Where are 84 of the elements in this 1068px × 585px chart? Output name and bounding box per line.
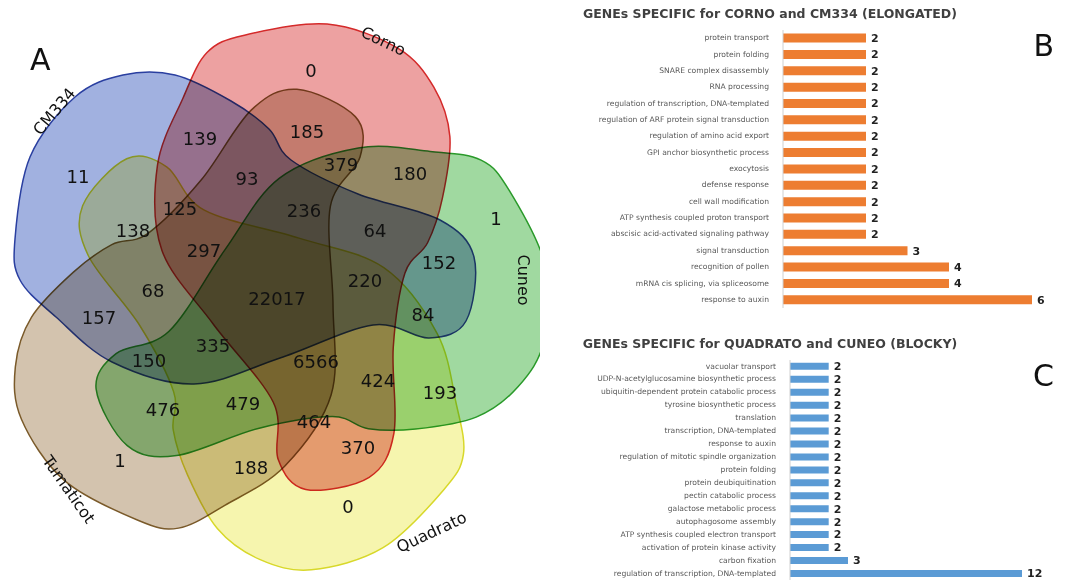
text: C	[1033, 358, 1054, 393]
data-label: 2	[833, 450, 842, 464]
data-label: 2	[833, 476, 842, 490]
data-label: 2	[833, 502, 842, 516]
bar	[783, 197, 866, 207]
data-label: 4	[954, 277, 962, 291]
text: 93	[235, 168, 259, 189]
bar	[783, 164, 866, 174]
data-label: 2	[833, 373, 842, 387]
text: 0	[305, 60, 317, 81]
text: 11	[66, 166, 90, 187]
text: 6566	[293, 351, 339, 372]
data-label: 2	[871, 81, 879, 95]
data-label: 2	[833, 360, 842, 374]
bar	[783, 229, 866, 239]
text: 0	[342, 496, 354, 517]
data-label: 2	[833, 528, 842, 542]
bar	[783, 246, 908, 256]
data-label: 12	[1027, 567, 1043, 581]
text: 370	[340, 437, 376, 458]
bar	[783, 295, 1032, 305]
bar	[783, 148, 866, 158]
text: 64	[363, 220, 387, 241]
text: 188	[233, 457, 269, 478]
data-label: 2	[871, 179, 879, 193]
data-label: 2	[833, 515, 842, 529]
data-label: 2	[833, 489, 842, 503]
text: 193	[422, 382, 458, 403]
bar	[783, 115, 866, 125]
data-label: 2	[871, 228, 879, 242]
text: 139	[182, 128, 218, 149]
text: 335	[195, 335, 231, 356]
text: 220	[347, 270, 383, 291]
data-label: 2	[871, 32, 879, 45]
bar	[783, 49, 866, 59]
bar	[783, 278, 949, 288]
text: 479	[225, 393, 261, 414]
data-label: 2	[871, 211, 879, 225]
chart-title: GENEs SPECIFIC for CORNO and CM334 (ELONGATED)	[582, 6, 958, 21]
text: 1	[114, 450, 126, 471]
bar	[783, 180, 866, 190]
bar	[783, 262, 949, 272]
text: 138	[115, 220, 151, 241]
data-label: 2	[871, 113, 879, 127]
text: 152	[421, 252, 457, 273]
bar	[783, 99, 866, 109]
text: 180	[392, 163, 428, 184]
data-label: 2	[871, 64, 879, 78]
data-label: 2	[833, 463, 842, 477]
text: 297	[186, 240, 222, 261]
data-label: 2	[833, 386, 842, 400]
data-label: 2	[833, 541, 842, 555]
text: 379	[323, 154, 359, 175]
chart-title: GENEs SPECIFIC for QUADRATO and CUNEO (BLOCKY)	[581, 336, 959, 351]
text: 157	[81, 307, 117, 328]
bar	[783, 131, 866, 141]
data-label: 4	[954, 260, 962, 274]
text: 236	[286, 200, 322, 221]
text: 1	[490, 208, 502, 229]
data-label: 2	[871, 146, 879, 160]
text: 185	[289, 121, 325, 142]
data-label: 2	[833, 437, 842, 451]
data-label: 2	[871, 48, 879, 62]
text: 68	[141, 280, 165, 301]
data-label: 2	[833, 424, 842, 438]
data-label: 2	[871, 130, 879, 144]
category-label: Cuneo	[513, 254, 533, 306]
data-label: 2	[833, 399, 842, 413]
data-label: 2	[833, 412, 842, 426]
bar	[783, 213, 866, 223]
text: 84	[411, 304, 435, 325]
text: A	[30, 42, 51, 77]
bar	[783, 33, 866, 43]
data-label: 2	[871, 162, 879, 176]
text: B	[1033, 28, 1054, 63]
data-label: 2	[871, 97, 879, 111]
bar	[783, 66, 866, 76]
data-label: 3	[912, 244, 921, 258]
text: 125	[162, 198, 198, 219]
data-label: 3	[853, 554, 861, 568]
bar	[783, 82, 866, 92]
data-label: 6	[1037, 293, 1045, 307]
data-label: 2	[871, 195, 879, 209]
text: 22017	[248, 288, 306, 309]
